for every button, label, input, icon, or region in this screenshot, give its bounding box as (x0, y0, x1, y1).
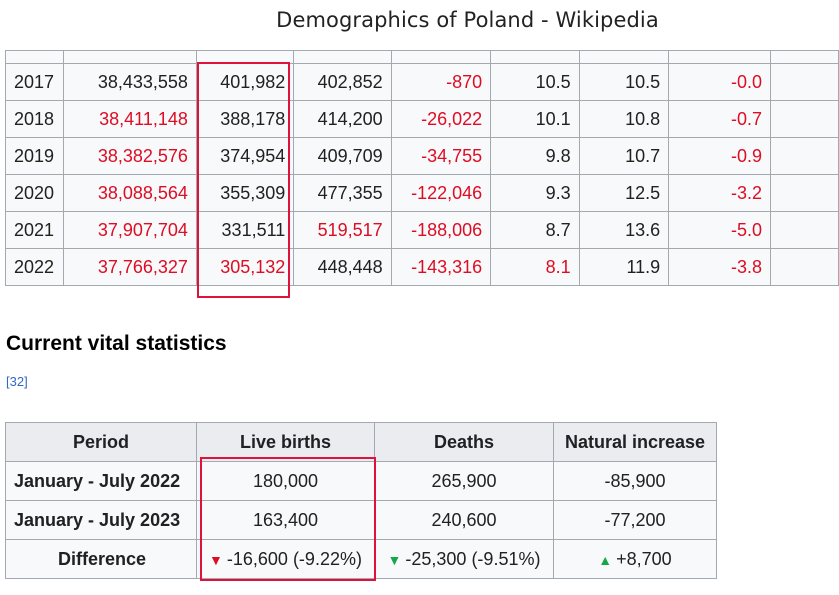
natural-change-cell: -870 (390, 63, 492, 101)
table-row: January - July 2022 180,000 265,900 -85,… (5, 461, 717, 501)
births-cell: 374,954 (195, 137, 295, 175)
death-rate-cell: 10.5 (578, 63, 670, 101)
deaths-cell: 409,709 (293, 137, 392, 175)
triangle-down-red-icon: ▼ (209, 551, 223, 568)
table-row: 2019 38,382,576 374,954 409,709 -34,755 … (5, 137, 839, 175)
deaths-cell: 448,448 (293, 248, 392, 286)
table-row: 2018 38,411,148 388,178 414,200 -26,022 … (5, 100, 839, 138)
year-cell: 2020 (5, 174, 64, 212)
year-cell: 2021 (5, 211, 64, 249)
table-row: 2021 37,907,704 331,511 519,517 -188,006… (5, 211, 839, 249)
deaths-cell: 414,200 (293, 100, 392, 138)
year-cell: 2017 (5, 63, 64, 101)
natural-change-cell: -26,022 (390, 100, 492, 138)
population-cell: 38,411,148 (62, 100, 197, 138)
deaths-difference-cell: ▼ -25,300 (-9.51%) (374, 539, 554, 579)
births-cell: 355,309 (195, 174, 295, 212)
column-header-period: Period (5, 422, 197, 462)
birth-rate-cell: 9.8 (490, 137, 580, 175)
table-row-partial (5, 50, 839, 64)
natural-change-cell: -34,755 (390, 137, 492, 175)
period-cell: January - July 2023 (5, 500, 197, 540)
deaths-cell: 240,600 (374, 500, 554, 540)
natural-change-cell: -188,006 (390, 211, 492, 249)
deaths-cell: 265,900 (374, 461, 554, 501)
birth-rate-cell: 8.1 (490, 248, 580, 286)
column-header-deaths: Deaths (374, 422, 554, 462)
natural-increase-cell: -85,900 (553, 461, 717, 501)
deaths-difference-value: -25,300 (-9.51%) (405, 548, 541, 569)
population-cell: 37,907,704 (62, 211, 197, 249)
birth-rate-cell: 9.3 (490, 174, 580, 212)
natural-change-rate-cell: -0.7 (668, 100, 771, 138)
table-header-row: Period Live births Deaths Natural increa… (5, 422, 717, 462)
death-rate-cell: 11.9 (578, 248, 670, 286)
period-cell: January - July 2022 (5, 461, 197, 501)
births-cell: 401,982 (195, 63, 295, 101)
births-difference-cell: ▼ -16,600 (-9.22%) (196, 539, 375, 579)
table-row: 2020 38,088,564 355,309 477,355 -122,046… (5, 174, 839, 212)
year-cell: 2019 (5, 137, 64, 175)
natural-increase-difference-value: +8,700 (616, 548, 672, 569)
population-cell: 38,433,558 (62, 63, 197, 101)
deaths-cell: 402,852 (293, 63, 392, 101)
triangle-up-green-icon: ▲ (598, 551, 613, 568)
births-cell: 388,178 (195, 100, 295, 138)
births-cell: 331,511 (195, 211, 295, 249)
natural-change-rate-cell: -0.9 (668, 137, 771, 175)
births-cell: 305,132 (195, 248, 295, 286)
birth-rate-cell: 10.1 (490, 100, 580, 138)
column-header-live-births: Live births (196, 422, 375, 462)
population-cell: 37,766,327 (62, 248, 197, 286)
deaths-cell: 519,517 (293, 211, 392, 249)
difference-row: Difference ▼ -16,600 (-9.22%) ▼ -25,300 (-… (5, 539, 717, 579)
section-heading: Current vital statistics (6, 332, 227, 355)
table-row: January - July 2023 163,400 240,600 -77,… (5, 500, 717, 540)
natural-increase-cell: -77,200 (553, 500, 717, 540)
natural-increase-difference-cell: ▲ +8,700 (553, 539, 717, 579)
births-difference-value: -16,600 (-9.22%) (226, 548, 362, 569)
difference-label: Difference (5, 539, 197, 579)
reference-link[interactable]: [32] (6, 374, 28, 389)
death-rate-cell: 12.5 (578, 174, 670, 212)
death-rate-cell: 13.6 (578, 211, 670, 249)
window-title: Demographics of Poland - Wikipedia (276, 8, 659, 32)
death-rate-cell: 10.8 (578, 100, 670, 138)
natural-change-rate-cell: -5.0 (668, 211, 771, 249)
population-cell: 38,088,564 (62, 174, 197, 212)
table-row: 2017 38,433,558 401,982 402,852 -870 10.… (5, 63, 839, 101)
year-cell: 2018 (5, 100, 64, 138)
natural-change-rate-cell: -3.8 (668, 248, 771, 286)
birth-rate-cell: 10.5 (490, 63, 580, 101)
births-cell: 180,000 (196, 461, 375, 501)
natural-change-cell: -122,046 (390, 174, 492, 212)
column-header-natural-increase: Natural increase (553, 422, 717, 462)
yearly-vital-statistics-table: 2017 38,433,558 401,982 402,852 -870 10.… (5, 50, 839, 286)
natural-change-rate-cell: -3.2 (668, 174, 771, 212)
triangle-down-green-icon: ▼ (387, 551, 402, 568)
current-vital-statistics-table: Period Live births Deaths Natural increa… (5, 422, 717, 579)
year-cell: 2022 (5, 248, 64, 286)
death-rate-cell: 10.7 (578, 137, 670, 175)
natural-change-rate-cell: -0.0 (668, 63, 771, 101)
deaths-cell: 477,355 (293, 174, 392, 212)
natural-change-cell: -143,316 (390, 248, 492, 286)
population-cell: 38,382,576 (62, 137, 197, 175)
yearly-table-container: 2017 38,433,558 401,982 402,852 -870 10.… (0, 50, 839, 300)
birth-rate-cell: 8.7 (490, 211, 580, 249)
table-row: 2022 37,766,327 305,132 448,448 -143,316… (5, 248, 839, 286)
births-cell: 163,400 (196, 500, 375, 540)
